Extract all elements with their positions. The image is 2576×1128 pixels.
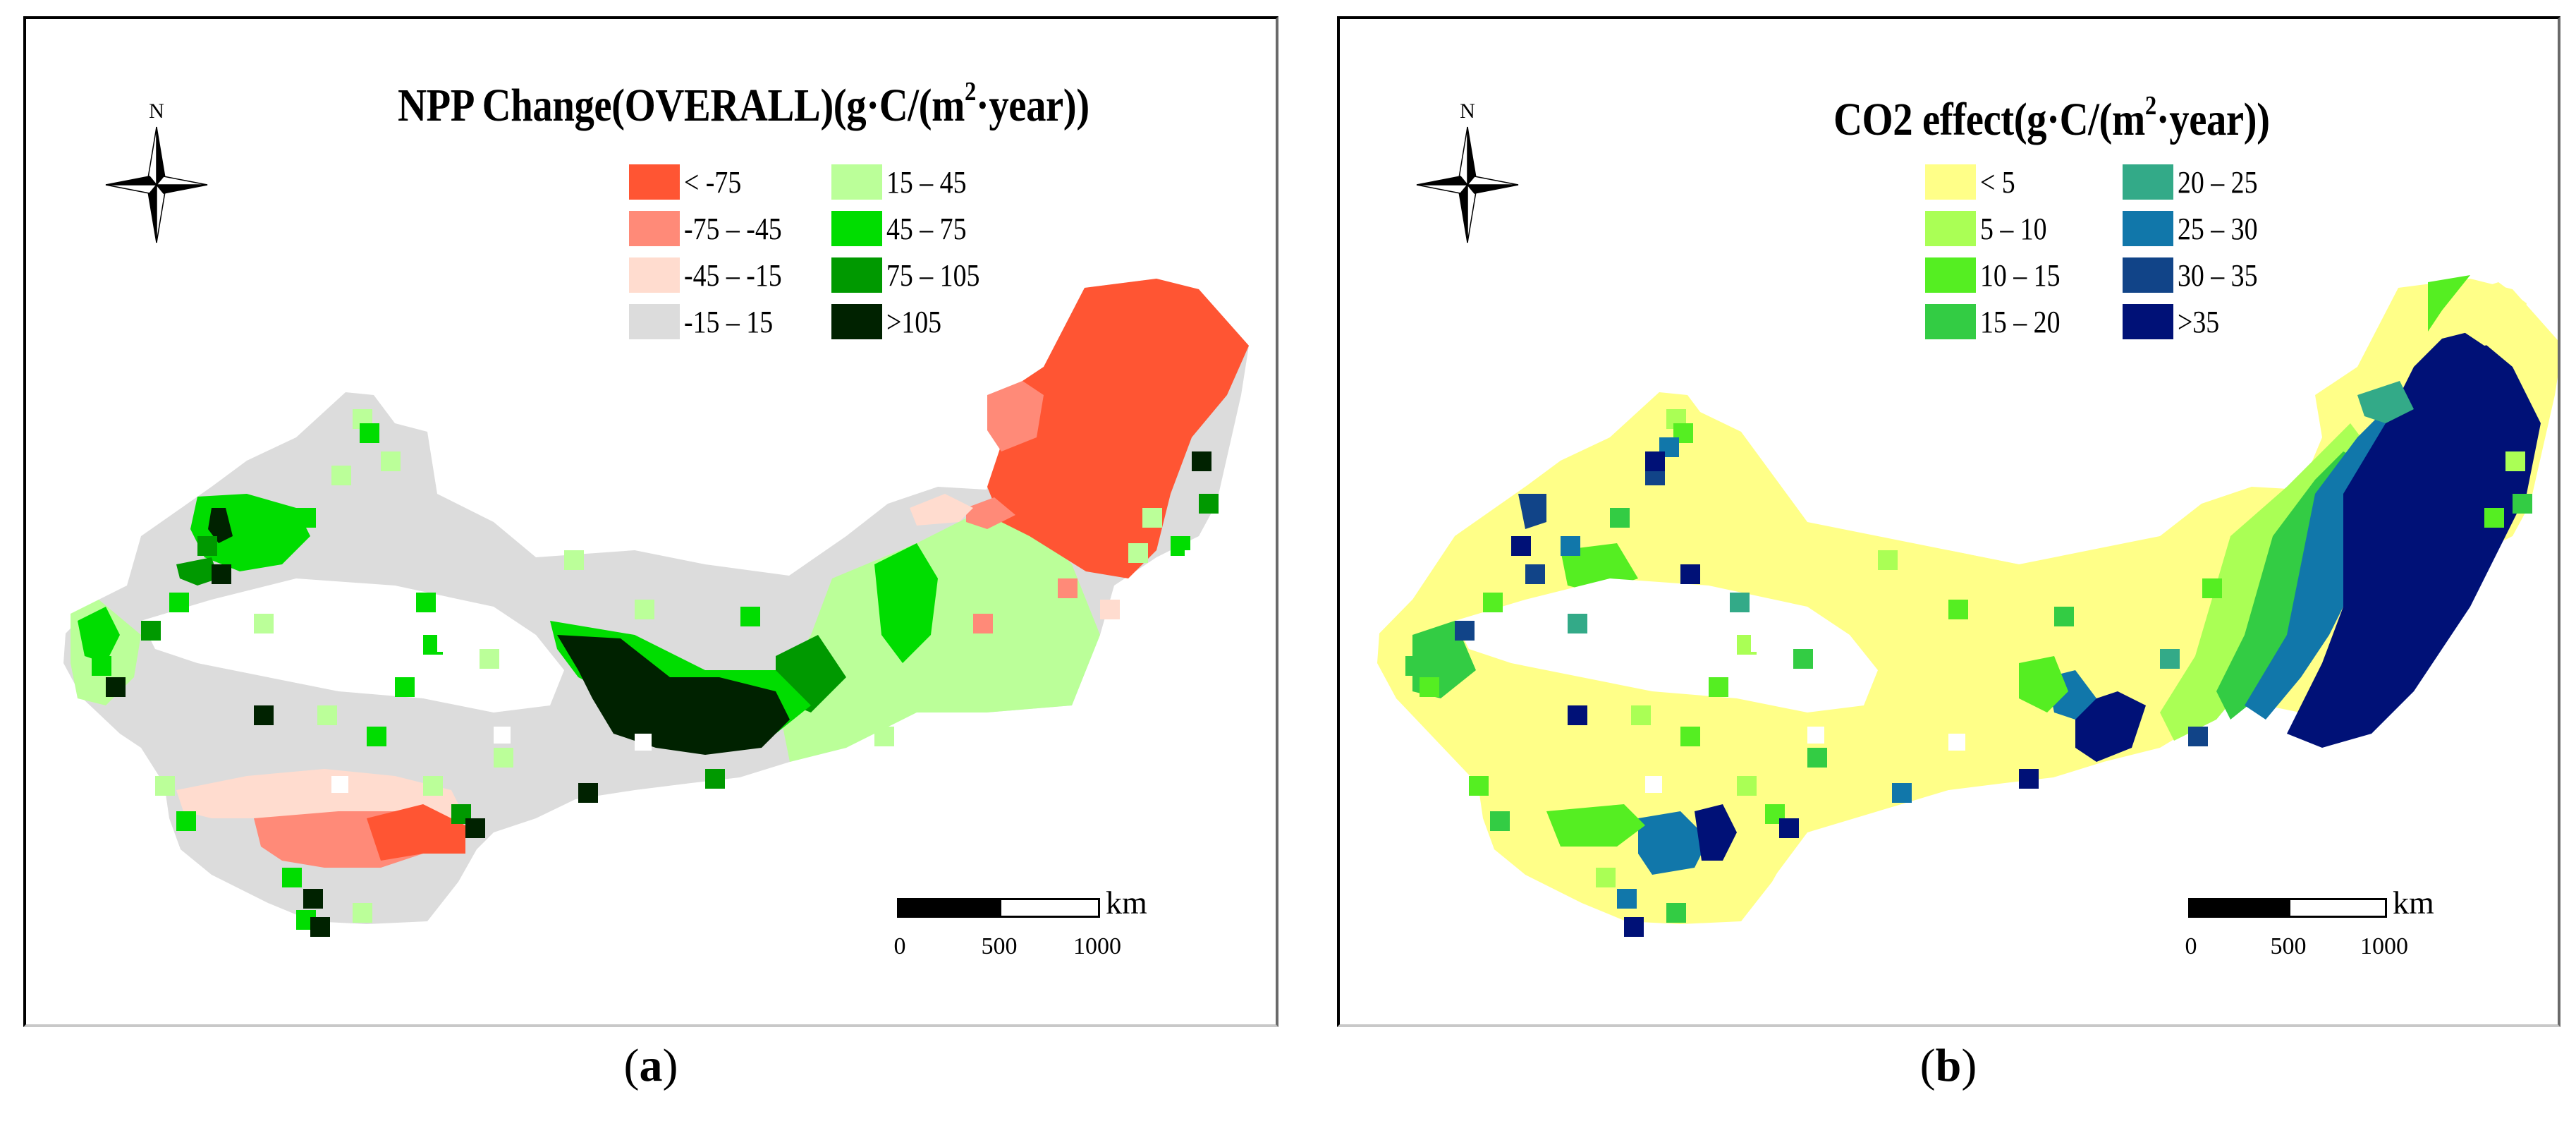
legend-item: -15 – 15 <box>629 303 788 340</box>
scale-bar-graphic <box>2188 898 2387 918</box>
north-label: N <box>1460 99 1475 123</box>
title-superscript: 2 <box>2144 91 2156 121</box>
legend-label: < 5 <box>1980 164 2015 200</box>
title-text: NPP Change(OVERALL)(g·C/(m <box>398 80 965 131</box>
scale-tick: 1000 <box>2360 933 2408 959</box>
scale-tick: 500 <box>2270 933 2307 959</box>
legend-item: 5 – 10 <box>1925 210 2058 247</box>
legend-item: 25 – 30 <box>2123 210 2271 247</box>
legend-item: -75 – -45 <box>629 210 798 247</box>
legend-swatch <box>1925 164 1976 200</box>
legend-swatch <box>831 257 882 293</box>
caption-a: (a) <box>623 1040 678 1091</box>
legend-swatch <box>1925 211 1976 246</box>
legend-item: -45 – -15 <box>629 257 798 293</box>
compass-rose-icon <box>1416 126 1519 243</box>
scale-tick: 1000 <box>1073 933 1121 959</box>
title-text-tail: ·year)) <box>975 80 1089 131</box>
legend-label: 25 – 30 <box>2178 211 2258 246</box>
legend-item: >105 <box>831 303 951 340</box>
scale-unit: km <box>2393 885 2434 921</box>
scale-tick: 0 <box>893 933 906 959</box>
legend-item: 75 – 105 <box>831 257 995 293</box>
legend-label: -45 – -15 <box>684 257 782 293</box>
map-title: CO2 effect(g·C/(m2·year)) <box>1833 92 2270 145</box>
map-title: NPP Change(OVERALL)(g·C/(m2·year)) <box>398 78 1089 131</box>
legend-item: >35 <box>2123 303 2226 340</box>
legend-swatch <box>1925 257 1976 293</box>
legend-label: 10 – 15 <box>1980 257 2061 293</box>
legend-label: 15 – 20 <box>1980 304 2061 339</box>
legend-label: -15 – 15 <box>684 304 774 339</box>
legend-label: 75 – 105 <box>886 257 980 293</box>
scale-tick: 0 <box>2185 933 2197 959</box>
legend-item: < 5 <box>1925 164 2021 200</box>
legend-swatch <box>2123 211 2173 246</box>
legend-label: < -75 <box>684 164 742 200</box>
legend-item: 15 – 20 <box>1925 303 2073 340</box>
legend-swatch <box>2123 304 2173 339</box>
legend-swatch <box>629 304 680 339</box>
legend-label: >35 <box>2178 304 2220 339</box>
legend-label: 30 – 35 <box>2178 257 2258 293</box>
legend-swatch <box>629 211 680 246</box>
legend-swatch <box>629 164 680 200</box>
title-text: CO2 effect(g·C/(m <box>1833 94 2145 145</box>
legend-label: -75 – -45 <box>684 211 782 246</box>
legend-swatch <box>831 164 882 200</box>
legend-item: 30 – 35 <box>2123 257 2271 293</box>
scale-unit: km <box>1106 885 1147 921</box>
legend-swatch <box>2123 257 2173 293</box>
legend-item: 10 – 15 <box>1925 257 2073 293</box>
legend-swatch <box>831 304 882 339</box>
legend-label: 45 – 75 <box>886 211 967 246</box>
map-panel-b: CO2 effect(g·C/(m2·year)) < 5 5 – 10 10 – … <box>1337 16 2560 1027</box>
legend-swatch <box>1925 304 1976 339</box>
map-panel-a: NPP Change(OVERALL)(g·C/(m2·year)) < -75… <box>23 16 1278 1027</box>
legend-label: 5 – 10 <box>1980 211 2047 246</box>
legend-label: >105 <box>886 304 942 339</box>
legend-swatch <box>2123 164 2173 200</box>
legend-label: 20 – 25 <box>2178 164 2258 200</box>
legend-item: 45 – 75 <box>831 210 979 247</box>
legend-item: 15 – 45 <box>831 164 979 200</box>
caption-b: (b) <box>1919 1040 1977 1091</box>
title-superscript: 2 <box>964 77 976 107</box>
legend-item: 20 – 25 <box>2123 164 2271 200</box>
scale-bar-graphic <box>897 898 1100 918</box>
co2-effect-map <box>1377 275 2558 937</box>
title-text-tail: ·year)) <box>2156 94 2270 145</box>
npp-change-map <box>63 279 1249 937</box>
legend-label: 15 – 45 <box>886 164 967 200</box>
compass-rose-icon <box>105 126 208 243</box>
legend-swatch <box>831 211 882 246</box>
legend-item: < -75 <box>629 164 750 200</box>
legend-swatch <box>629 257 680 293</box>
scale-tick: 500 <box>981 933 1018 959</box>
north-label: N <box>149 99 164 123</box>
